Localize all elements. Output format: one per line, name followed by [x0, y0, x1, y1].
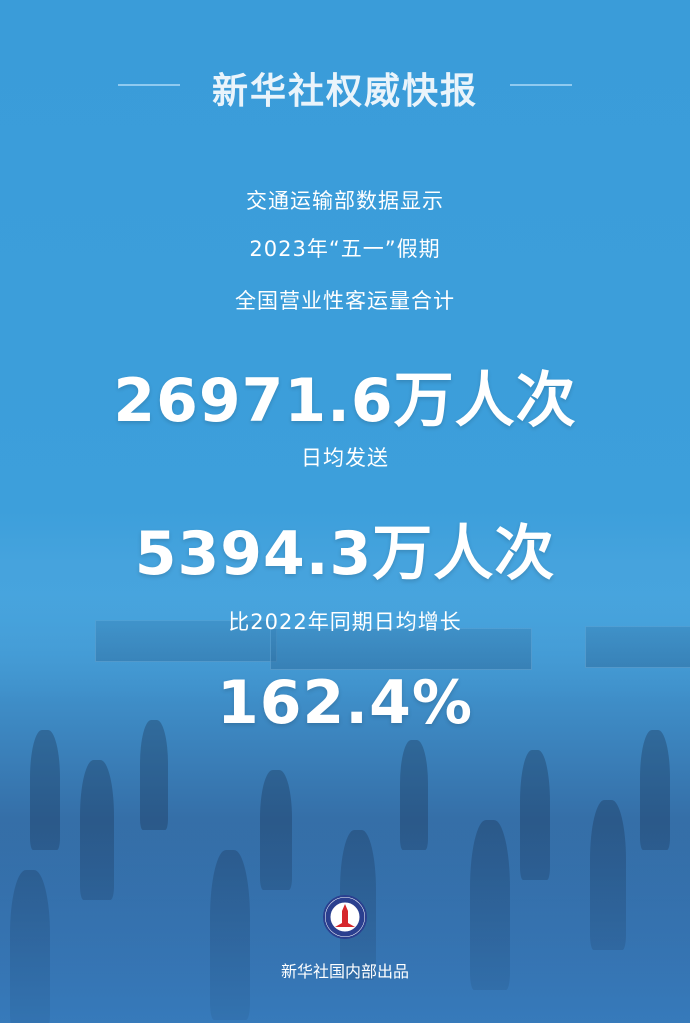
daily-value: 5394.3万人次	[134, 519, 556, 589]
title-divider-left	[118, 84, 180, 86]
header-title: 新华社权威快报	[211, 71, 478, 112]
photo-fade	[0, 560, 690, 700]
footer-credit: 新华社国内部出品	[280, 962, 409, 981]
intro-line-2: 2023年“五一”假期	[249, 237, 441, 261]
daily-label: 日均发送	[301, 446, 389, 470]
intro-line-3: 全国营业性客运量合计	[235, 289, 455, 313]
growth-label: 比2022年同期日均增长	[228, 610, 462, 634]
total-value: 26971.6万人次	[113, 366, 577, 436]
growth-value: 162.4%	[217, 668, 473, 738]
xinhua-logo	[323, 895, 367, 939]
intro-line-1: 交通运输部数据显示	[246, 189, 444, 213]
title-divider-right	[510, 84, 572, 86]
